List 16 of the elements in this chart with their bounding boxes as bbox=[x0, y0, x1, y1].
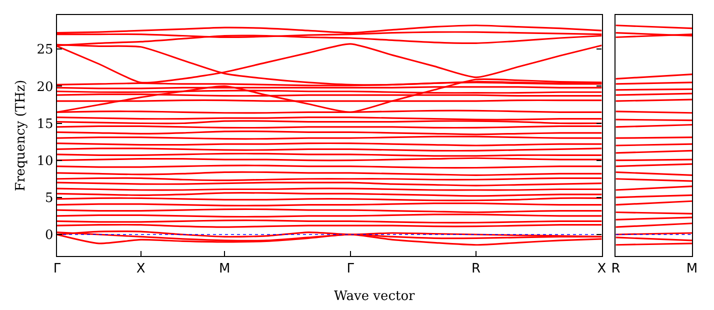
y-tick-label: 10 bbox=[36, 154, 54, 169]
x-tick-label: M bbox=[686, 262, 698, 277]
x-tick-label: M bbox=[219, 262, 230, 277]
y-tick-label: 15 bbox=[36, 116, 54, 132]
x-tick-label: Γ bbox=[346, 262, 355, 277]
x-tick-label: X bbox=[136, 262, 146, 277]
x-axis-title: Wave vector bbox=[334, 289, 416, 304]
y-tick-label: 20 bbox=[36, 80, 54, 95]
y-tick-label: 0 bbox=[45, 228, 54, 244]
x-tick-label: X bbox=[597, 262, 606, 277]
x-tick-label: R bbox=[611, 262, 620, 277]
x-tick-label: Γ bbox=[53, 262, 62, 277]
y-axis-title: Frequency (THz) bbox=[14, 80, 29, 192]
x-tick-label: R bbox=[472, 262, 481, 277]
y-tick-label: 25 bbox=[36, 42, 54, 58]
y-tick-label: 5 bbox=[45, 190, 54, 206]
